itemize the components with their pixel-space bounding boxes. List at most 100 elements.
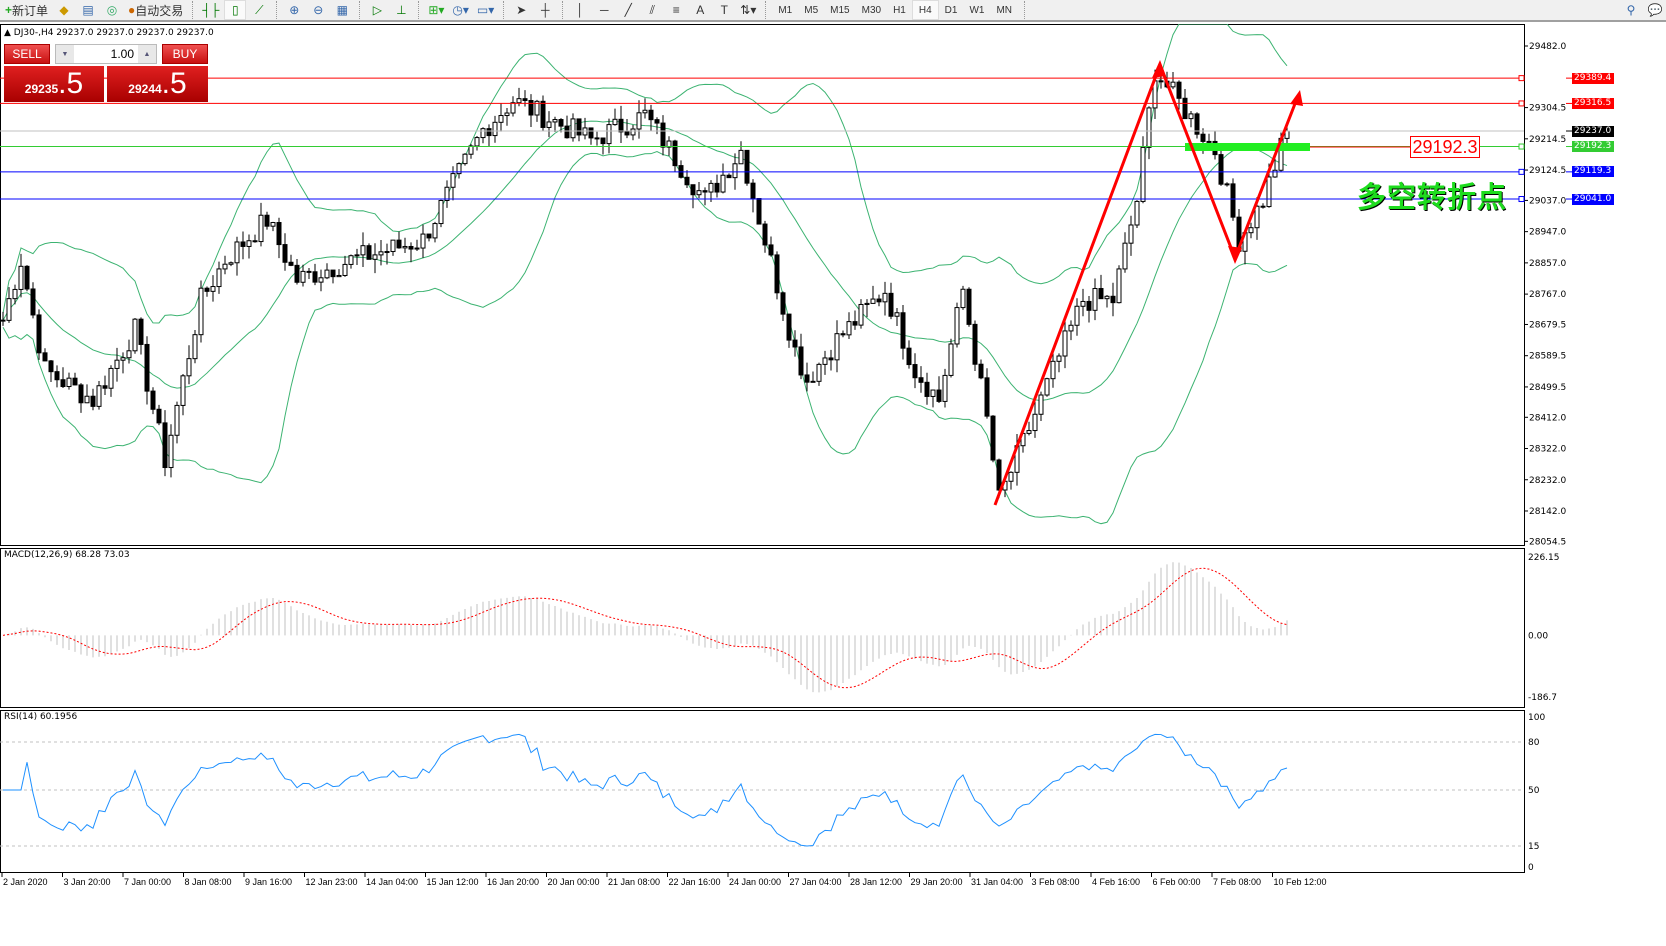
tile-icon[interactable]: ▦ [336,3,348,17]
candle [636,100,642,139]
history-icon[interactable]: ▤ [82,3,94,17]
candle-body [120,357,126,361]
collapse-icon[interactable]: ▲ [4,28,14,38]
trend-arrow-path [993,60,1300,506]
price-axis-label: 28232.0 [1529,476,1566,486]
candle-body [690,184,696,196]
timeframe-m15[interactable]: M15 [830,4,850,16]
candle [84,384,90,404]
sell-button[interactable]: SELL [4,44,50,64]
vertical-line-icon[interactable]: │ [576,3,585,17]
candle-body [468,145,474,155]
buy-button[interactable]: BUY [162,44,208,64]
candle [750,179,756,213]
candle-body [330,269,336,278]
text-icon[interactable]: A [696,3,705,17]
candle-body [918,377,924,383]
chart-window[interactable]: 29482.0 29304.5 29214.5 29124.5 29037.0 28947… [0,24,1666,946]
candle [42,348,48,362]
candle-body [300,270,306,283]
search-icon[interactable]: ⚲ [1626,3,1636,17]
timeframe-mn[interactable]: MN [996,4,1013,16]
candle-body [204,287,210,292]
arrows-icon[interactable]: ⇅▾ [740,3,757,17]
candle [18,253,24,298]
timeframe-h1[interactable]: H1 [893,4,906,16]
chat-icon[interactable]: 💬 [1647,3,1663,17]
sell-price-button[interactable]: 29235.5 [4,66,104,102]
level-price-label: 29237.0 [1572,125,1614,137]
candle-body [486,128,492,137]
candle [444,180,450,208]
channel-icon[interactable]: ⫽ [649,2,655,17]
label-icon[interactable]: T [720,3,728,17]
candle-body [462,153,468,165]
crosshair-icon[interactable]: ┼ [541,3,550,17]
template-icon[interactable]: ▭▾ [476,3,495,17]
fibo-icon[interactable]: ≡ [672,3,680,17]
timeframe-m1[interactable]: M1 [778,4,793,16]
increase-lot-icon[interactable]: ▲ [138,45,156,63]
level-handle [1518,100,1525,107]
gold-icon[interactable]: ◆ [59,3,69,17]
add-indicator-icon[interactable]: ⊞▾ [428,3,445,17]
horizontal-line-icon[interactable]: ─ [600,3,609,17]
chart-canvas[interactable]: 29482.0 29304.5 29214.5 29124.5 29037.0 28947… [0,24,1666,946]
period-icon[interactable]: ◷▾ [452,3,469,17]
candle [438,199,444,228]
candle-body [1110,295,1116,304]
candle [714,174,720,198]
candle-body [480,128,486,139]
buy-price-button[interactable]: 29244.5 [107,66,208,102]
decrease-lot-icon[interactable]: ▼ [56,45,74,63]
timeframe-m30[interactable]: M30 [861,4,882,16]
candle-body [966,288,972,325]
candle-body [372,254,378,260]
candle-body [96,385,102,407]
line-chart-icon[interactable]: ⟋ [255,2,264,17]
candle-body [90,395,96,407]
candle-body [30,288,36,316]
candle [618,105,624,143]
candle [12,284,18,305]
candle [66,372,72,390]
candle [1104,294,1110,308]
level-price-label: 29192.3 [1572,141,1614,153]
candle-chart-icon[interactable]: ▯ [224,0,247,20]
timeframe-m5[interactable]: M5 [804,4,819,16]
autoscroll-icon[interactable]: ▷ [372,3,382,17]
bar-chart-icon[interactable]: ┤├ [202,3,220,17]
candle [912,353,918,389]
candle-body [234,241,240,264]
candle-body [1170,81,1176,88]
chart-shift-icon[interactable]: ⊥ [396,3,407,17]
candle-body [726,174,732,179]
candle [1110,282,1116,317]
candle [528,94,534,128]
candle [960,285,966,310]
candle [1122,232,1128,273]
candle-body [696,190,702,196]
level-handle [1518,75,1525,82]
bollinger-upper [2,24,1288,324]
lot-size-stepper[interactable]: ▼ 1.00 ▲ [55,44,157,64]
price-axis-label: 28142.0 [1529,507,1566,517]
arrow-head-icon [1152,60,1166,78]
zoom-in-icon[interactable]: ⊕ [289,3,300,17]
candle-body [912,364,918,379]
trendline-icon[interactable]: ╱ [624,3,632,17]
signal-icon[interactable]: ◎ [106,3,118,17]
timeframe-w1[interactable]: W1 [969,4,985,16]
timeframe-d1[interactable]: D1 [944,4,958,16]
candle [972,320,978,372]
time-axis-label: 10 Feb 12:00 [1274,877,1327,887]
time-axis-label: 28 Jan 12:00 [850,877,902,887]
toolbar: + 新订单 ◆ ▤ ◎ ● 自动交易 ┤├ ▯ ⟋ ⊕ ⊖ ▦ ▷ ⊥ ⊞▾ ◷▾ … [0,0,1666,22]
new-order-button[interactable]: + 新订单 [5,3,49,18]
candle [54,365,60,388]
cursor-icon[interactable]: ➤ [516,3,527,17]
auto-trading-button[interactable]: ● 自动交易 [128,3,184,18]
timeframe-h4[interactable]: H4 [911,0,939,20]
candle [702,187,708,206]
zoom-out-icon[interactable]: ⊖ [313,3,324,17]
